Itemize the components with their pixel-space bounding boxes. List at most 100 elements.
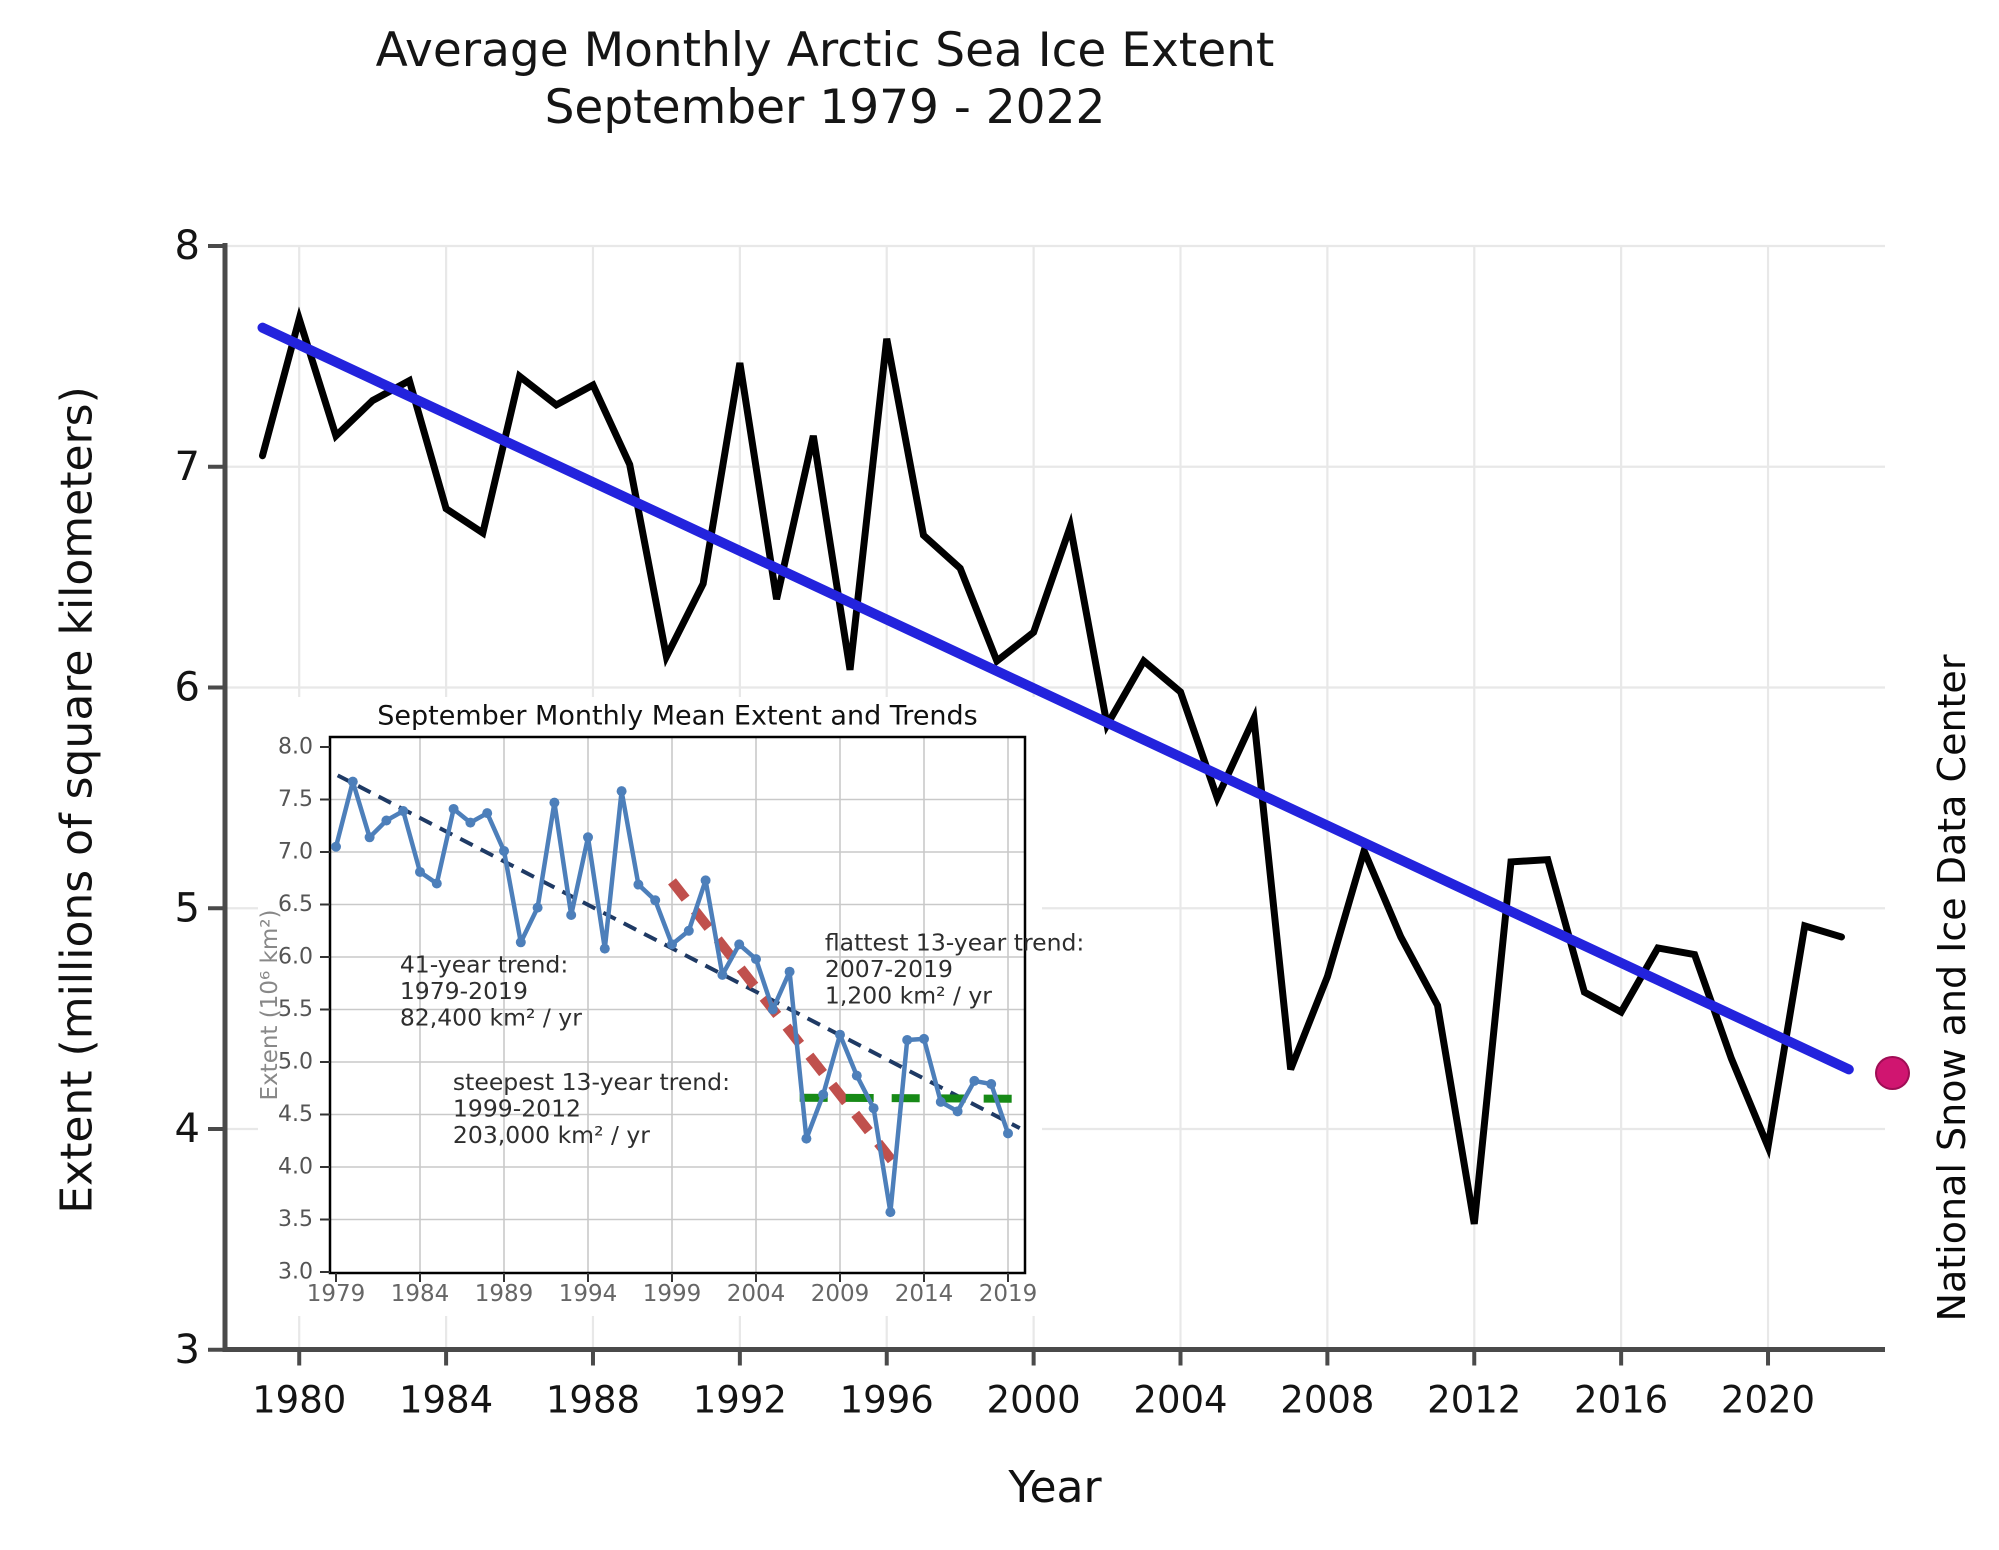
inset-title: September Monthly Mean Extent and Trends — [377, 701, 978, 732]
main-x-tick-label: 1984 — [399, 1379, 493, 1422]
main-axes: 3 4 5 6 7 8 1980 1984 1988 1992 1996 2000 2004 2008 20… — [175, 223, 1885, 1422]
inset-y-tick-label: 6.5 — [278, 892, 313, 917]
inset-data-point — [801, 1133, 812, 1144]
inset-frame — [328, 735, 1027, 1275]
chart-title-line1: Average Monthly Arctic Sea Ice Extent — [375, 23, 1275, 78]
inset-x-tick-label: 1999 — [643, 1281, 702, 1307]
inset-x-tick-label: 1984 — [391, 1281, 450, 1307]
inset-data-point — [347, 776, 358, 787]
main-y-tick-label: 5 — [175, 885, 200, 931]
main-y-tick-label: 7 — [175, 444, 200, 490]
inset-data-point — [885, 1207, 896, 1218]
main-x-tick-label: 1988 — [546, 1379, 640, 1422]
main-x-tick-label: 2008 — [1280, 1379, 1374, 1422]
inset-data-point — [515, 937, 526, 948]
inset-annotation-line: 203,000 km² / yr — [453, 1121, 650, 1149]
main-x-tick-label: 2020 — [1721, 1379, 1815, 1422]
main-trend-line — [257, 322, 1854, 1075]
inset-data-point — [583, 832, 593, 843]
inset-y-axis-label: Extent (10⁶ km²) — [257, 910, 283, 1101]
inset-data-point — [415, 866, 425, 877]
inset-data-point — [667, 939, 677, 950]
inset-data-point — [751, 954, 761, 965]
inset-data-point — [683, 925, 694, 936]
main-x-tick-label: 2000 — [987, 1379, 1081, 1422]
inset-data-point — [717, 969, 728, 980]
main-x-tick-label: 1996 — [840, 1379, 934, 1422]
inset-data-point — [969, 1075, 980, 1086]
main-x-tick-label: 2012 — [1427, 1379, 1521, 1422]
inset-x-tick-label: 2014 — [895, 1281, 954, 1307]
inset-y-tick-label: 7.0 — [278, 840, 313, 865]
inset-data-point — [767, 1004, 778, 1015]
main-x-tick-label: 1992 — [693, 1379, 787, 1422]
inset-y-tick-label: 4.0 — [278, 1155, 313, 1180]
inset-y-tick-label: 4.5 — [278, 1102, 313, 1127]
main-y-tick-label: 3 — [175, 1327, 200, 1373]
inset-x-tick-label: 2004 — [727, 1281, 786, 1307]
inset-data-point — [331, 841, 341, 852]
inset-data-point — [431, 878, 442, 889]
inset-data-point — [818, 1089, 829, 1100]
inset-data-point — [566, 910, 577, 920]
inset-y-tick-label: 7.5 — [278, 787, 313, 812]
nsidc-logo-dot-icon — [1875, 1056, 1910, 1090]
inset-data-point — [465, 817, 476, 828]
inset-data-point — [381, 815, 392, 826]
inset-annotation-line: 82,400 km² / yr — [400, 1003, 582, 1031]
main-y-tick-label: 4 — [175, 1106, 200, 1152]
inset-data-point — [398, 806, 409, 817]
main-x-tick-label: 2016 — [1574, 1379, 1668, 1422]
inset-data-point — [599, 943, 610, 954]
x-axis-label: Year — [1008, 1462, 1102, 1513]
inset-data-point — [532, 902, 543, 913]
inset-data-point — [902, 1034, 913, 1045]
inset-data-point — [868, 1103, 879, 1114]
inset-annotation-line: 1,200 km² / yr — [825, 981, 992, 1009]
inset-annotation-line: 2007-2019 — [825, 955, 953, 983]
inset-annotation-line: 1979-2019 — [400, 977, 528, 1005]
inset-data-point — [499, 845, 509, 856]
inset-x-tick-label: 1989 — [475, 1281, 534, 1307]
main-x-tick-label: 2004 — [1133, 1379, 1227, 1422]
inset-x-tick-label: 1994 — [559, 1281, 618, 1307]
inset-data-point — [650, 895, 661, 906]
inset-data-point — [633, 879, 644, 890]
inset-annotation-line: flattest 13-year trend: — [825, 928, 1084, 956]
chart-title: Average Monthly Arctic Sea Ice Extent Se… — [0, 22, 1650, 137]
inset-y-tick-label: 6.0 — [278, 945, 313, 970]
inset-data-point — [952, 1106, 963, 1117]
inset-data-point — [364, 832, 375, 843]
inset-y-tick-label: 5.5 — [278, 997, 313, 1022]
inset-data-point — [835, 1029, 845, 1040]
inset-x-tick-label: 2019 — [979, 1281, 1038, 1307]
inset-x-tick-label: 2009 — [811, 1281, 870, 1307]
chart-title-line2: September 1979 - 2022 — [544, 80, 1106, 136]
inset-y-tick-label: 8.0 — [278, 735, 313, 760]
inset-trend-flattest-13-year-trend — [799, 1093, 1019, 1103]
main-series-line — [259, 306, 1845, 1225]
y-axis-label: Extent (millions of square kilometers) — [51, 386, 103, 1214]
inset-y-tick-label: 3.0 — [278, 1260, 313, 1285]
inset-data-point — [919, 1033, 929, 1044]
main-x-tick-label: 1980 — [252, 1379, 346, 1422]
inset-annotation-line: 41-year trend: — [400, 950, 568, 978]
inset-data-point — [784, 966, 795, 977]
inset-y-tick-label: 5.0 — [278, 1050, 313, 1075]
inset-data-point — [986, 1079, 997, 1090]
inset-x-tick-label: 1979 — [307, 1281, 366, 1307]
inset-y-tick-label: 3.5 — [278, 1207, 313, 1232]
inset-trend-41-year-trend — [336, 773, 1021, 1130]
inset-data-point — [448, 803, 459, 814]
inset-data-point — [482, 808, 493, 819]
inset-data-point — [851, 1070, 862, 1081]
inset-data-point — [700, 875, 711, 886]
nsidc-branding-text: National Snow and Ice Data Center — [1930, 654, 1974, 1322]
inset-data-point — [549, 797, 560, 808]
inset-trend-steepest-13-year-trend — [668, 878, 900, 1168]
inset-data-point — [616, 786, 627, 797]
inset-chart: 3.0 3.5 4.0 4.5 5.0 5.5 6.0 6.5 7.0 7.5 8.0 1979 198… — [257, 701, 1084, 1308]
inset-data-point — [734, 939, 745, 950]
inset-data-point — [1003, 1128, 1013, 1139]
